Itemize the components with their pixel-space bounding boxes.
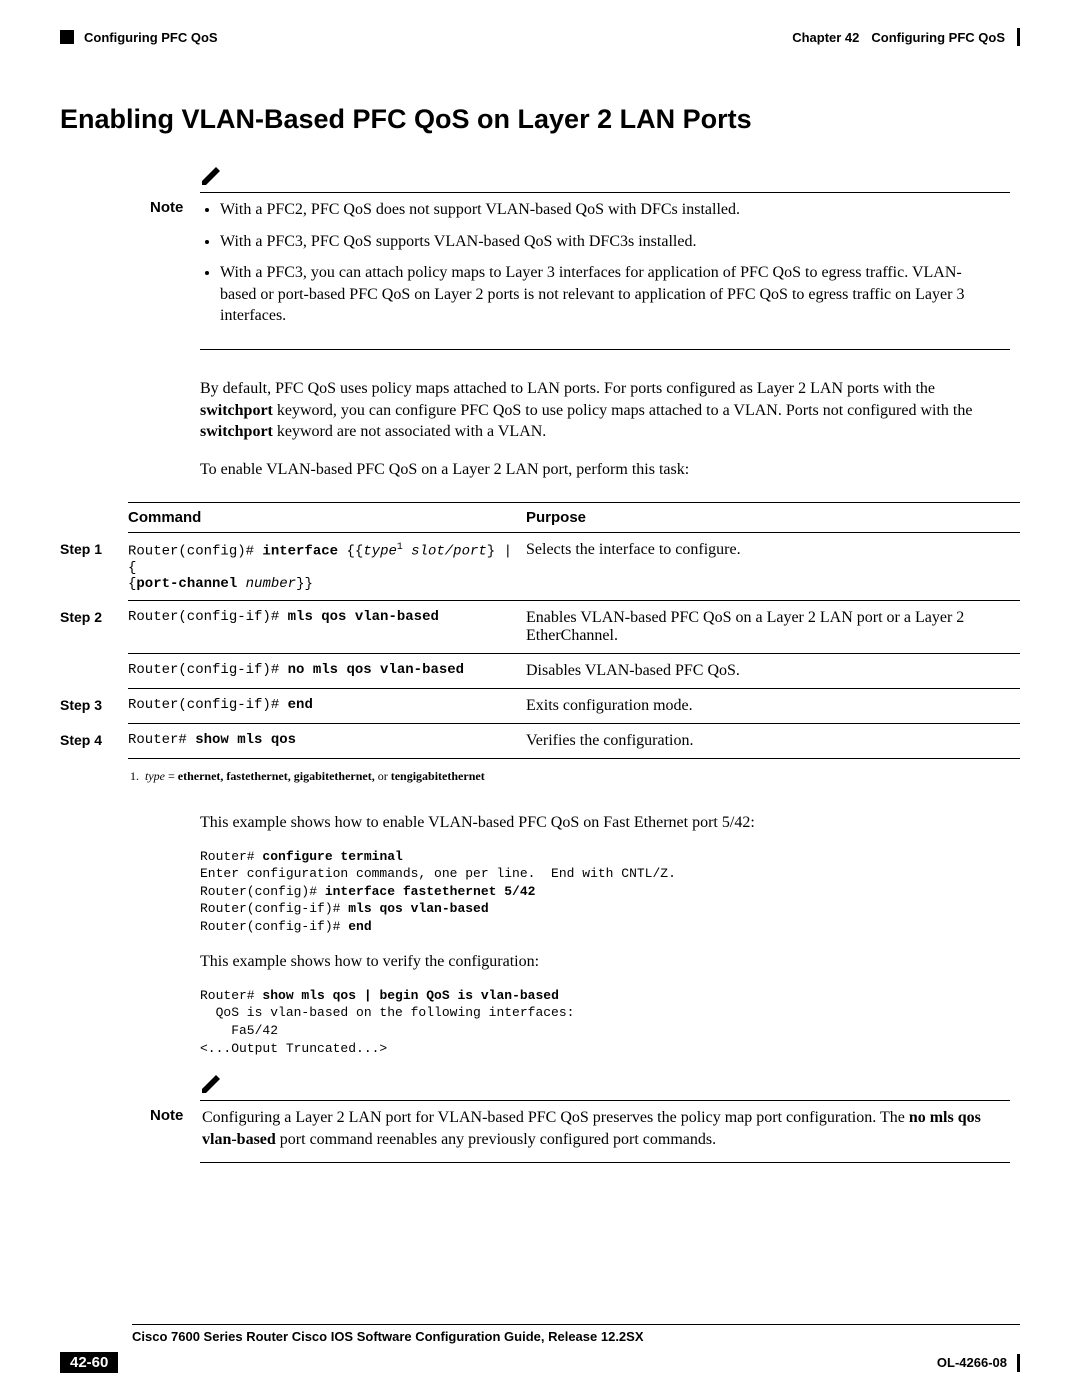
body-paragraph-3: This example shows how to enable VLAN-ba… [200,812,1010,834]
body-paragraph-4: This example shows how to verify the con… [200,951,1010,973]
table-head-purpose: Purpose [526,503,1020,533]
para-keyword: switchport [200,423,273,440]
header-chapter-text: Configuring PFC QoS [871,30,1005,45]
para-text: keyword are not associated with a VLAN. [273,423,546,440]
command-cell: Router(config-if)# mls qos vlan-based [128,601,526,654]
page-title: Enabling VLAN-Based PFC QoS on Layer 2 L… [60,104,1020,135]
table-footnote: 1. type = ethernet, fastethernet, gigabi… [130,769,1020,784]
table-row: Step 1 Router(config)# interface {{type1… [60,533,1020,601]
note-block-1: Note With a PFC2, PFC QoS does not suppo… [150,165,1010,350]
header-marker-bar [1017,28,1020,46]
note-label: Note [150,1107,198,1124]
note-text: port command reenables any previously co… [276,1131,716,1148]
note-rule-top [200,192,1010,193]
pencil-icon [200,165,224,185]
para-keyword: switchport [200,402,273,419]
note-rule-bottom [200,349,1010,350]
command-cell: Router(config-if)# no mls qos vlan-based [128,654,526,689]
table-row: Step 4 Router# show mls qos Verifies the… [60,724,1020,759]
note-rule-bottom [200,1162,1010,1163]
code-example-2: Router# show mls qos | begin QoS is vlan… [200,987,1020,1057]
note-block-2: Note Configuring a Layer 2 LAN port for … [150,1073,1010,1163]
footer-marker-bar [1017,1354,1020,1372]
command-cell: Router(config-if)# end [128,689,526,724]
page-footer: Cisco 7600 Series Router Cisco IOS Softw… [60,1324,1020,1373]
header-right: Chapter 42 Configuring PFC QoS [792,28,1020,46]
header-section-text: Configuring PFC QoS [84,30,218,45]
note-content: Configuring a Layer 2 LAN port for VLAN-… [202,1107,992,1150]
note-bullet: With a PFC3, PFC QoS supports VLAN-based… [220,231,992,253]
note-bullet: With a PFC2, PFC QoS does not support VL… [220,199,992,221]
purpose-cell: Exits configuration mode. [526,689,1020,724]
step-label: Step 4 [60,724,128,759]
step-label: Step 2 [60,601,128,654]
code-example-1: Router# configure terminal Enter configu… [200,848,1020,936]
purpose-cell: Verifies the configuration. [526,724,1020,759]
step-label: Step 1 [60,533,128,601]
header-chapter-prefix: Chapter 42 [792,30,859,45]
note-content: With a PFC2, PFC QoS does not support VL… [202,199,992,337]
command-cell: Router(config)# interface {{type1 slot/p… [128,533,526,601]
header-left: Configuring PFC QoS [60,30,218,45]
para-text: keyword, you can configure PFC QoS to us… [273,402,973,419]
table-row: Step 2 Router(config-if)# mls qos vlan-b… [60,601,1020,654]
running-header: Configuring PFC QoS Chapter 42 Configuri… [60,28,1020,46]
note-text: Configuring a Layer 2 LAN port for VLAN-… [202,1109,909,1126]
note-label: Note [150,199,198,216]
note-bullet: With a PFC3, you can attach policy maps … [220,262,992,327]
table-head-command: Command [128,503,526,533]
table-row: Step 3 Router(config-if)# end Exits conf… [60,689,1020,724]
footer-guide-title: Cisco 7600 Series Router Cisco IOS Softw… [132,1329,1020,1344]
command-cell: Router# show mls qos [128,724,526,759]
step-label: Step 3 [60,689,128,724]
purpose-cell: Enables VLAN-based PFC QoS on a Layer 2 … [526,601,1020,654]
page-number: 42-60 [60,1352,118,1373]
note-rule-top [200,1100,1010,1101]
body-paragraph-1: By default, PFC QoS uses policy maps att… [200,378,1010,443]
header-marker-square [60,30,74,44]
para-text: By default, PFC QoS uses policy maps att… [200,380,935,397]
steps-table: Command Purpose Step 1 Router(config)# i… [60,502,1020,759]
pencil-icon [200,1073,224,1093]
purpose-cell: Selects the interface to configure. [526,533,1020,601]
purpose-cell: Disables VLAN-based PFC QoS. [526,654,1020,689]
footer-doc-id: OL-4266-08 [937,1354,1020,1372]
step-label [60,654,128,689]
body-paragraph-2: To enable VLAN-based PFC QoS on a Layer … [200,459,1010,481]
table-row: Router(config-if)# no mls qos vlan-based… [60,654,1020,689]
